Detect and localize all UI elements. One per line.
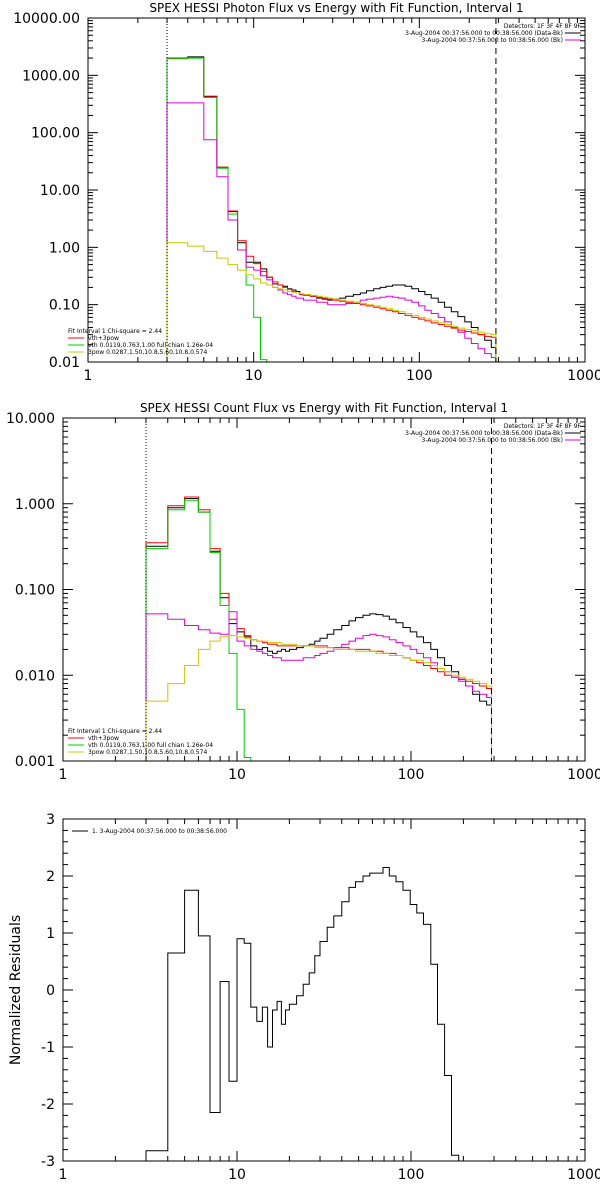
legend-bottom: Fit Interval 1 Chi-square = 2.44vth+3pow… <box>68 328 213 356</box>
series-line-3 <box>166 57 268 362</box>
x-tick-label: 100 <box>398 1167 425 1183</box>
x-tick-label: 1000 <box>567 1167 600 1183</box>
series-line-5 <box>166 242 497 362</box>
legend-entry: vth+3pow <box>88 735 119 742</box>
legend-entry: 3-Aug-2004 00:37:56.000 to 00:38:56.000 … <box>405 430 563 437</box>
y-tick-label: 10000.00 <box>13 11 80 27</box>
y-tick-label: 10.00 <box>40 183 80 199</box>
legend-top: 1. 3-Aug-2004 00:37:56.000 to 00:38:56.0… <box>72 828 227 835</box>
chart-title: SPEX HESSI Count Flux vs Energy with Fit… <box>140 401 508 415</box>
legend-entry: 3-Aug-2004 00:37:56.000 to 00:38:56.000 … <box>421 37 563 44</box>
legend-bottom: Fit Interval 1 Chi-square = 2.44vth+3pow… <box>68 728 213 756</box>
legend-entry: 3-Aug-2004 00:37:56.000 to 00:38:56.000 … <box>421 437 563 444</box>
legend-entry: 3-Aug-2004 00:37:56.000 to 00:38:56.000 … <box>405 30 563 37</box>
series-line-2 <box>166 57 497 362</box>
legend-top: Detectors: 1F 3F 4F 8F 9F3-Aug-2004 00:3… <box>405 23 581 44</box>
y-tick-label: 1.00 <box>49 240 80 256</box>
x-tick-label: 1000 <box>567 368 600 384</box>
chart-title: SPEX HESSI Photon Flux vs Energy with Fi… <box>149 1 523 15</box>
y-tick-label: 3 <box>46 812 55 828</box>
y-tick-label: 1000.00 <box>22 68 80 84</box>
y-tick-label: 0.01 <box>49 355 80 371</box>
y-tick-label: 100.00 <box>31 126 80 142</box>
y-tick-label: 1 <box>46 926 55 942</box>
x-tick-label: 100 <box>406 368 433 384</box>
legend-entry: 3pow 0.0287,1.50,10.8,5.60,10.8,0.574 <box>88 349 207 356</box>
y-tick-label: 0.100 <box>15 583 55 599</box>
x-tick-label: 1 <box>59 1167 68 1183</box>
series-line-3 <box>145 499 252 761</box>
y-tick-label: 1.000 <box>15 497 55 513</box>
chart-panel-1: SPEX HESSI Photon Flux vs Energy with Fi… <box>13 1 600 384</box>
x-tick-label: 100 <box>398 767 425 783</box>
x-tick-label: 1000 <box>567 767 600 783</box>
y-tick-label: 0.001 <box>15 754 55 770</box>
y-tick-label: 0.010 <box>15 668 55 684</box>
plot-area <box>166 56 497 362</box>
plot-frame <box>62 417 586 762</box>
legend-entry: 3pow 0.0287,1.50,10.8,5.60,10.8,0.574 <box>88 749 207 756</box>
legend-entry: 1. 3-Aug-2004 00:37:56.000 to 00:38:56.0… <box>92 828 227 835</box>
plot-area <box>145 496 492 761</box>
plot-area <box>145 867 492 1161</box>
series-line-1 <box>145 867 492 1161</box>
series-line-2 <box>145 496 492 761</box>
plot-frame <box>62 818 586 1162</box>
legend-entry: vth 0.0119,0.763,1.00 full chian 1.26e-0… <box>88 342 213 349</box>
chart-panel-3: Normalized Residuals 1 10 100 1000 -3 -2 -1 0 1 2 3… <box>8 812 600 1183</box>
plot-frame <box>87 17 586 363</box>
legend-entry: vth 0.0119,0.763,1.00 full chian 1.26e-0… <box>88 742 213 749</box>
chart-panel-2: SPEX HESSI Count Flux vs Energy with Fit… <box>6 401 600 783</box>
series-line-1 <box>145 498 492 761</box>
y-tick-label: 0 <box>46 983 55 999</box>
y-tick-label: 10.000 <box>6 411 55 427</box>
y-tick-label: 2 <box>46 869 55 885</box>
series-line-5 <box>145 635 492 761</box>
x-tick-label: 1 <box>59 767 68 783</box>
y-axis-label: Normalized Residuals <box>8 915 24 1065</box>
y-tick-label: 0.10 <box>49 298 80 314</box>
legend-top: Detectors: 1F 3F 4F 8F 9F3-Aug-2004 00:3… <box>405 423 581 444</box>
y-tick-label: -2 <box>41 1097 55 1113</box>
legend-header: Fit Interval 1 Chi-square = 2.44 <box>68 328 162 335</box>
y-tick-label: -3 <box>41 1154 55 1170</box>
legend-header: Detectors: 1F 3F 4F 8F 9F <box>504 423 582 430</box>
x-tick-label: 10 <box>228 767 246 783</box>
series-line-4 <box>166 102 497 362</box>
y-tick-label: -1 <box>41 1040 55 1056</box>
legend-header: Fit Interval 1 Chi-square = 2.44 <box>68 728 162 735</box>
series-line-1 <box>166 56 497 362</box>
legend-header: Detectors: 1F 3F 4F 8F 9F <box>504 23 582 30</box>
legend-entry: vth+3pow <box>88 335 119 342</box>
x-tick-label: 10 <box>228 1167 246 1183</box>
x-tick-label: 1 <box>84 368 93 384</box>
x-tick-label: 10 <box>245 368 263 384</box>
